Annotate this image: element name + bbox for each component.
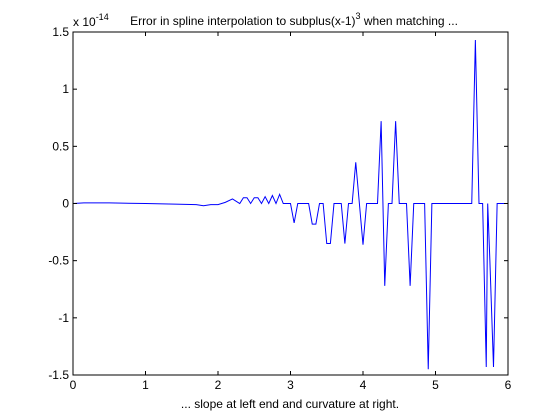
x-tick-label: 1 [142, 378, 149, 392]
chart-title-exponent: 3 [356, 11, 361, 21]
x-axis-label: ... slope at left end and curvature at r… [181, 397, 399, 411]
chart-title-main: Error in spline interpolation to subplus… [130, 14, 355, 28]
x-tick-label: 5 [432, 378, 439, 392]
x-tick-label: 4 [360, 378, 367, 392]
y-tick-label: 1.5 [52, 25, 69, 39]
chart-title-rest: when matching ... [361, 14, 458, 28]
series-layer [72, 39, 508, 370]
x-tick-label: 2 [215, 378, 222, 392]
y-multiplier: x 10-14 [73, 12, 109, 29]
x-tick-label: 6 [505, 378, 512, 392]
y-tick-label: 1 [62, 82, 69, 96]
x-tick-label: 3 [287, 378, 294, 392]
x-tick-label: 0 [70, 378, 77, 392]
chart-title: Error in spline interpolation to subplus… [130, 11, 458, 28]
y-tick-label: -1 [58, 311, 69, 325]
y-tick-label: -0.5 [48, 254, 69, 268]
y-axis-ticks: -1.5 -1 -0.5 0 0.5 1 1.5 [48, 25, 508, 382]
y-multiplier-exponent: -14 [96, 12, 109, 22]
y-tick-label: 0 [62, 197, 69, 211]
series-line [72, 39, 508, 370]
y-tick-label: -1.5 [48, 368, 69, 382]
y-multiplier-base: x 10 [73, 15, 96, 29]
y-tick-label: 0.5 [52, 139, 69, 153]
axes-frame [72, 31, 509, 376]
